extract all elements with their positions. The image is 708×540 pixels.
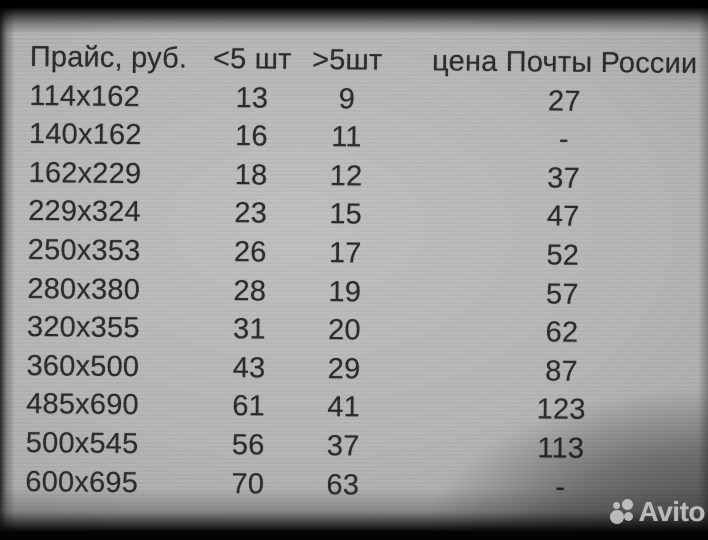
price-lt5-cell: 26 bbox=[233, 236, 267, 269]
price-lt5-cell: 13 bbox=[235, 81, 269, 115]
price-gt5-cell: 11 bbox=[331, 121, 362, 154]
size-cell: 500x545 bbox=[25, 426, 139, 461]
price-lt5-cell: 28 bbox=[233, 274, 267, 308]
header-price: Прайс, руб. bbox=[29, 40, 188, 75]
price-lt5-cell: 70 bbox=[231, 467, 265, 501]
size-cell: 320x355 bbox=[26, 311, 140, 345]
price-gt5-cell: 29 bbox=[327, 352, 361, 386]
price-gt5-cell: 20 bbox=[327, 314, 361, 347]
size-cell: 229x324 bbox=[28, 195, 142, 229]
price-lt5-cell: 18 bbox=[234, 158, 268, 192]
size-cell: 162x229 bbox=[28, 156, 142, 190]
post-price-cell: 62 bbox=[545, 316, 579, 349]
price-gt5-cell: 12 bbox=[329, 159, 363, 193]
price-gt5-cell: 63 bbox=[326, 468, 360, 502]
post-price-cell: 52 bbox=[546, 239, 580, 272]
post-price-cell: 27 bbox=[547, 85, 581, 118]
post-price-cell: 87 bbox=[545, 355, 579, 388]
price-gt5-cell: 41 bbox=[327, 391, 361, 424]
header-post-price: цена Почты России bbox=[431, 45, 698, 80]
header-lt5: <5 шт bbox=[212, 42, 292, 76]
price-lt5-cell: 56 bbox=[231, 429, 265, 462]
post-price-cell: 113 bbox=[537, 432, 585, 465]
size-cell: 250x353 bbox=[27, 233, 141, 268]
post-price-cell: - bbox=[558, 123, 570, 156]
price-gt5-cell: 9 bbox=[338, 82, 356, 116]
price-lt5-cell: 16 bbox=[234, 120, 268, 153]
price-lt5-cell: 23 bbox=[234, 197, 268, 230]
table-row: 600x695 70 63 - bbox=[25, 463, 708, 509]
price-lt5-cell: 43 bbox=[232, 351, 266, 385]
price-lt5-cell: 61 bbox=[232, 390, 266, 423]
post-price-cell: 123 bbox=[536, 393, 586, 427]
price-table: Прайс, руб. <5 шт >5шт цена Почты России… bbox=[25, 38, 708, 508]
size-cell: 485x690 bbox=[25, 388, 139, 422]
size-cell: 280x380 bbox=[27, 272, 141, 306]
price-gt5-cell: 19 bbox=[328, 275, 362, 309]
size-cell: 114x162 bbox=[29, 79, 141, 113]
header-gt5: >5шт bbox=[311, 43, 383, 77]
size-cell: 600x695 bbox=[25, 465, 139, 499]
price-gt5-cell: 37 bbox=[326, 430, 360, 463]
price-gt5-cell: 17 bbox=[328, 237, 362, 270]
post-price-cell: 57 bbox=[545, 277, 579, 311]
size-cell: 140x162 bbox=[28, 118, 142, 152]
post-price-cell: - bbox=[555, 471, 566, 504]
price-lt5-cell: 31 bbox=[232, 313, 266, 346]
size-cell: 360x500 bbox=[26, 349, 140, 383]
post-price-cell: 47 bbox=[546, 200, 580, 234]
price-gt5-cell: 15 bbox=[329, 198, 363, 231]
post-price-cell: 37 bbox=[547, 162, 581, 195]
